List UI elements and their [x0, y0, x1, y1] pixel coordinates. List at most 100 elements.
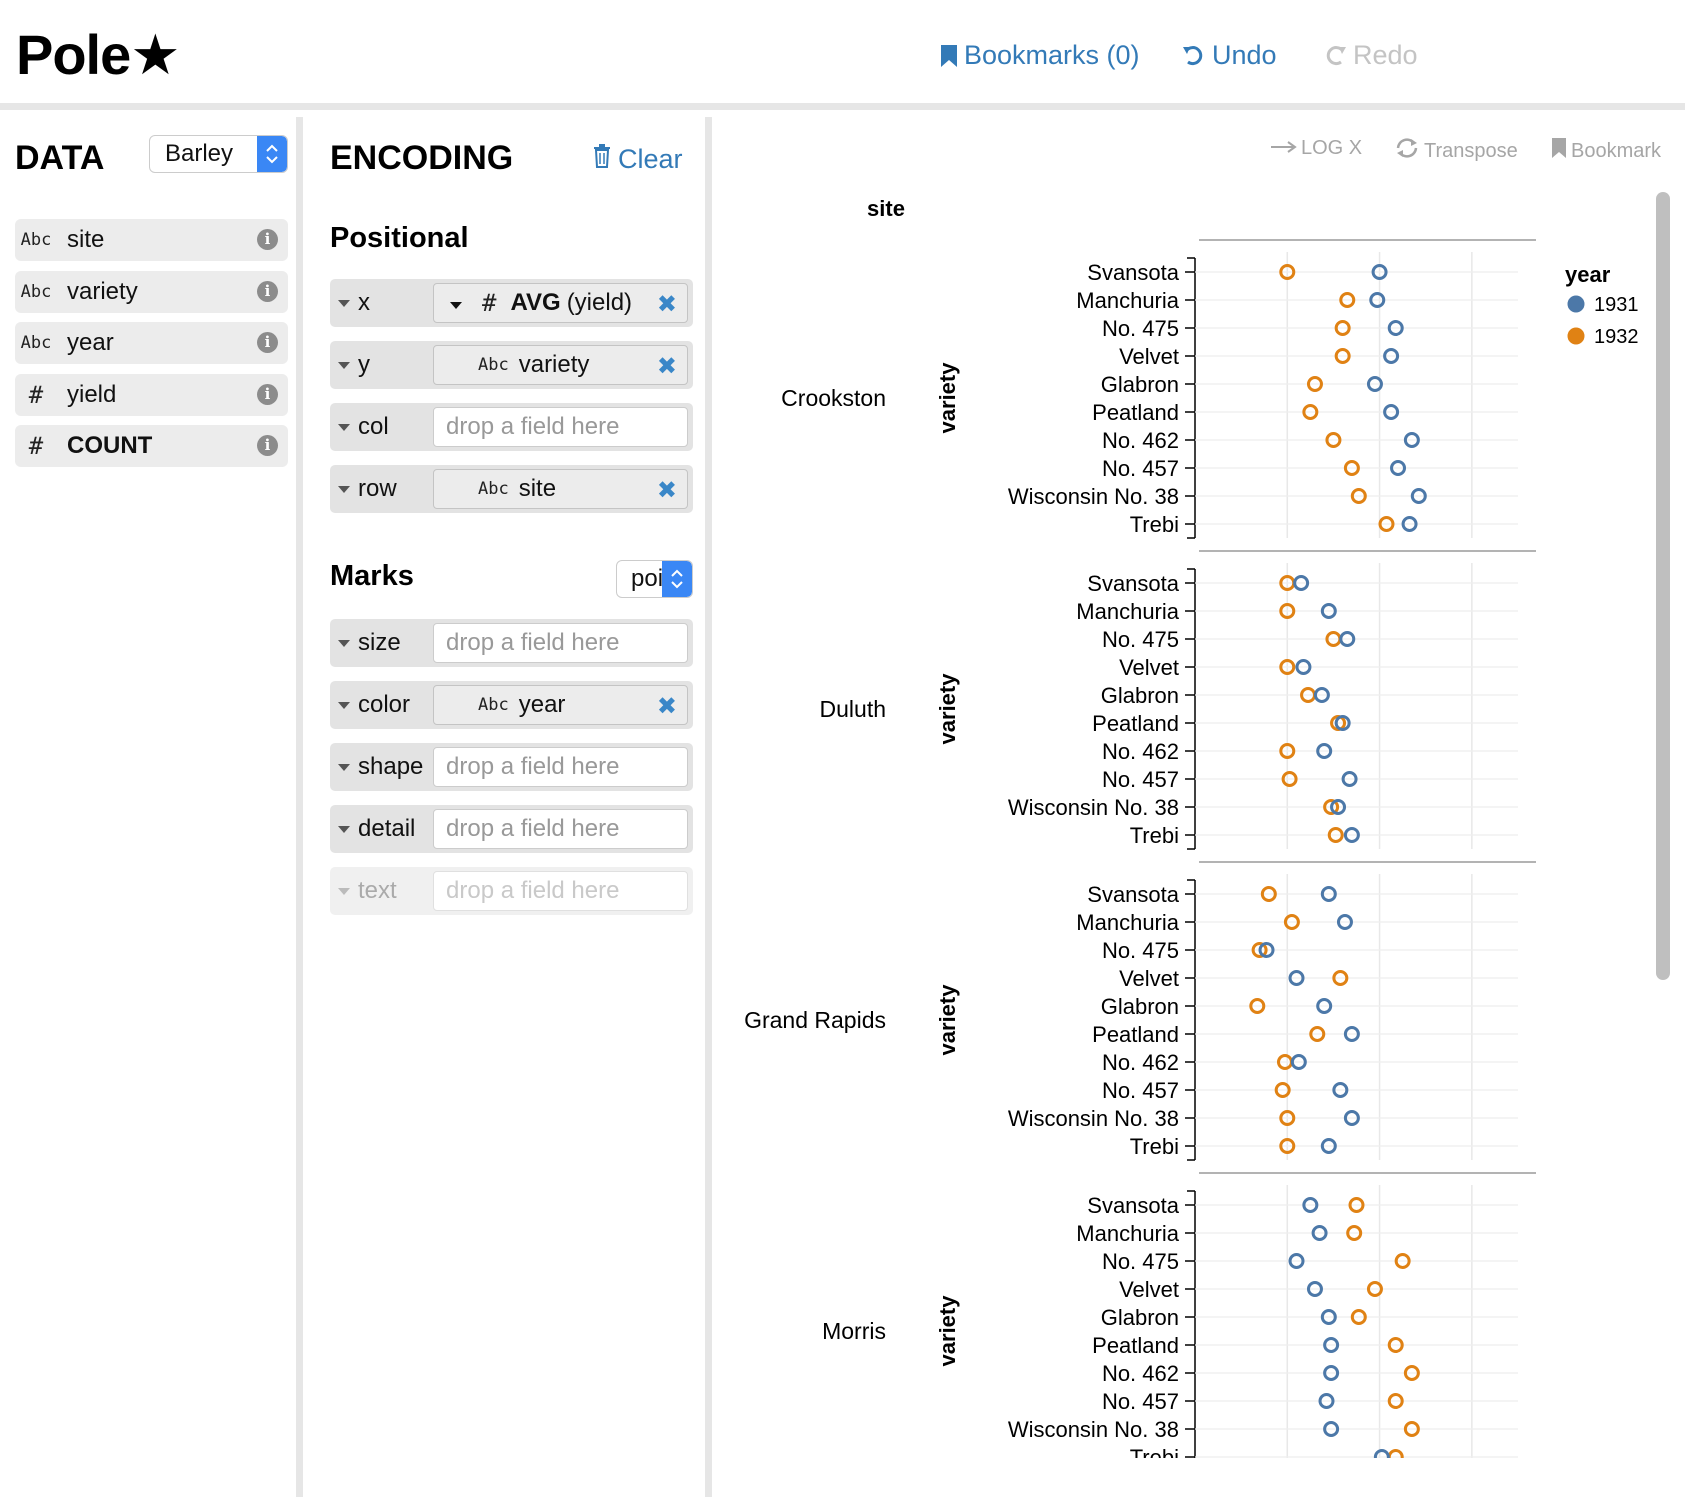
number-type-icon: #: [28, 381, 44, 409]
caret-down-icon: [338, 423, 350, 431]
field-site[interactable]: Abc site i: [15, 219, 288, 261]
y-field-pill[interactable]: Abc variety ✖: [433, 345, 688, 385]
caret-down-icon: [338, 763, 350, 771]
info-icon[interactable]: i: [257, 229, 278, 250]
number-type-icon: #: [482, 289, 497, 317]
redo-label: Redo: [1353, 40, 1418, 70]
caret-down-icon: [338, 825, 350, 833]
string-type-icon: Abc: [20, 333, 52, 353]
redo-icon: [1323, 44, 1347, 68]
shelf-row: row Abc site ✖: [330, 465, 693, 513]
redo-button[interactable]: Redo: [1323, 40, 1418, 71]
string-type-icon: Abc: [20, 230, 52, 250]
field-name: COUNT: [67, 432, 153, 459]
string-type-icon: Abc: [478, 695, 509, 715]
col-drop-zone[interactable]: drop a field here: [433, 407, 688, 447]
caret-down-icon: [338, 361, 350, 369]
undo-label: Undo: [1212, 40, 1277, 70]
remove-icon[interactable]: ✖: [656, 693, 677, 720]
info-icon[interactable]: i: [257, 332, 278, 353]
x-field-pill[interactable]: # AVG (yield) ✖: [433, 283, 688, 323]
field-name: yield: [67, 381, 117, 408]
field-count[interactable]: # COUNT i: [15, 425, 288, 467]
shelf-col: col drop a field here: [330, 403, 693, 451]
undo-icon: [1182, 44, 1206, 68]
select-arrows-icon: [257, 136, 287, 172]
data-pane-title: DATA: [15, 139, 105, 177]
transpose-label: Transpose: [1424, 139, 1518, 162]
shelf-detail-label[interactable]: detail: [338, 805, 415, 853]
info-icon[interactable]: i: [257, 384, 278, 405]
undo-button[interactable]: Undo: [1182, 40, 1277, 71]
positional-heading: Positional: [330, 222, 469, 254]
info-icon[interactable]: i: [257, 281, 278, 302]
shelf-text-label: text: [338, 867, 397, 915]
caret-down-icon: [338, 485, 350, 493]
marks-heading: Marks: [330, 560, 414, 592]
bookmark-chart-button[interactable]: Bookmark: [1551, 137, 1661, 165]
string-type-icon: Abc: [20, 282, 52, 302]
shelf-shape-label[interactable]: shape: [338, 743, 423, 791]
dataset-select-value: Barley: [165, 140, 234, 167]
size-drop-zone[interactable]: drop a field here: [433, 623, 688, 663]
pill-field-name: variety: [518, 351, 590, 378]
shelf-label-text: size: [358, 629, 401, 656]
shelf-x-label[interactable]: x: [338, 279, 370, 327]
pill-field-name: site: [518, 475, 557, 502]
field-year[interactable]: Abc year i: [15, 322, 288, 364]
dataset-select[interactable]: Barley: [149, 135, 288, 173]
log-x-label: LOG X: [1301, 137, 1363, 159]
remove-icon[interactable]: ✖: [656, 291, 677, 318]
shelf-size-label[interactable]: size: [338, 619, 401, 667]
shape-drop-zone[interactable]: drop a field here: [433, 747, 688, 787]
shelf-label-text: row: [358, 475, 397, 502]
visualization-pane: LOG X Transpose Bookmark: [719, 117, 1685, 1497]
number-type-icon: #: [28, 432, 44, 460]
encoding-pane-title: ENCODING: [330, 139, 514, 177]
bookmark-label: Bookmark: [1571, 139, 1662, 162]
shelf-color-label[interactable]: color: [338, 681, 410, 729]
mark-type-select[interactable]: point: [616, 560, 693, 598]
arrow-right-icon: [1271, 137, 1297, 160]
shelf-label-text: text: [358, 877, 397, 904]
string-type-icon: Abc: [478, 355, 509, 375]
shelf-col-label[interactable]: col: [338, 403, 389, 451]
pill-field-name: (yield): [566, 289, 633, 316]
shelf-color: color Abc year ✖: [330, 681, 693, 729]
clear-button[interactable]: Clear: [592, 144, 683, 175]
field-yield[interactable]: # yield i: [15, 374, 288, 416]
app-logo: Pole★: [16, 23, 180, 86]
shelf-text: text drop a field here: [330, 867, 693, 915]
bookmarks-button[interactable]: Bookmarks (0): [940, 40, 1140, 71]
shelf-row-label[interactable]: row: [338, 465, 397, 513]
caret-down-icon: [338, 701, 350, 709]
row-field-pill[interactable]: Abc site ✖: [433, 469, 688, 509]
log-x-button[interactable]: LOG X: [1271, 137, 1362, 160]
shelf-shape: shape drop a field here: [330, 743, 693, 791]
color-field-pill[interactable]: Abc year ✖: [433, 685, 688, 725]
vis-scrollbar[interactable]: [1656, 192, 1670, 980]
shelf-x: x # AVG (yield) ✖: [330, 279, 693, 327]
caret-down-icon: [338, 299, 350, 307]
shelf-label-text: shape: [358, 753, 424, 780]
caret-down-icon[interactable]: [450, 302, 462, 309]
detail-drop-zone[interactable]: drop a field here: [433, 809, 688, 849]
encoding-pane: ENCODING Clear Positional x # AVG (yield…: [310, 117, 712, 1497]
transpose-button[interactable]: Transpose: [1394, 137, 1518, 165]
shelf-y-label[interactable]: y: [338, 341, 370, 389]
app-header: Pole★ Bookmarks (0) Undo Redo: [0, 0, 1685, 110]
remove-icon[interactable]: ✖: [656, 353, 677, 380]
clear-label: Clear: [618, 144, 683, 174]
shelf-y: y Abc variety ✖: [330, 341, 693, 389]
shelf-label-text: color: [358, 691, 411, 718]
trash-icon: [592, 144, 612, 175]
info-icon[interactable]: i: [257, 435, 278, 456]
aggregate-label: AVG: [510, 289, 561, 316]
select-arrows-icon: [662, 561, 692, 597]
bookmark-icon: [940, 44, 958, 68]
caret-down-icon: [338, 887, 350, 895]
bookmarks-label: Bookmarks (0): [964, 40, 1140, 70]
remove-icon[interactable]: ✖: [656, 477, 677, 504]
field-variety[interactable]: Abc variety i: [15, 271, 288, 313]
string-type-icon: Abc: [478, 479, 509, 499]
